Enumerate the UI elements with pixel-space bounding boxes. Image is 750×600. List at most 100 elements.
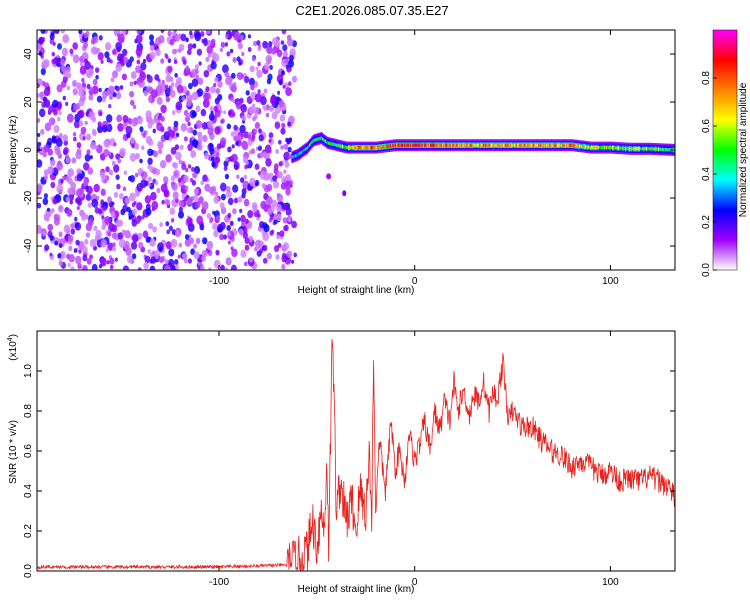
spectrogram-band-cell [371,146,373,150]
spectrogram-noise-cell [173,59,178,65]
spectrogram-noise-cell [115,174,120,180]
spectrogram-noise-cell [95,67,100,73]
spectrogram-noise-cell [107,231,112,237]
spectrogram-band-cell [498,143,500,147]
spectrogram-noise-cell [281,30,287,35]
spectrogram-noise-cell [141,145,145,150]
spectrogram-noise-cell [202,134,208,143]
spectrogram-noise-cell [243,174,248,180]
spectrogram-noise-cell [240,177,245,183]
spectrogram-band-cell [512,143,514,147]
spectrogram-noise-cell [78,249,82,254]
spectrogram-noise-cell [100,59,104,64]
spectrogram-noise-cell [186,94,193,103]
spectrogram-band-cell [406,143,408,147]
spectrogram-noise-cell [240,104,247,113]
spectrogram-noise-cell [113,191,119,198]
spectrogram-noise-cell [85,232,91,238]
spectrogram-noise-cell [252,206,258,213]
spectrogram-noise-cell [81,51,89,61]
spectrogram-noise-cell [249,258,253,263]
spectrogram-band-cell [411,143,413,147]
spectrogram-band-cell [299,151,301,155]
x-tick-label: 100 [602,577,619,588]
spectrogram-noise-cell [264,62,270,71]
spectrogram-noise [37,30,298,270]
spectrogram-noise-cell [81,82,86,88]
spectrogram-noise-cell [126,206,131,213]
spectrogram-band-cell [586,145,588,149]
spectrogram-band-cell [473,143,475,147]
spectrogram-noise-cell [192,129,198,136]
spectrogram-noise-cell [126,255,133,264]
spectrogram-noise-cell [240,214,246,223]
spectrogram-band-cell [647,147,649,151]
spectrogram-noise-cell [168,136,173,142]
spectrogram-noise-cell [112,49,117,55]
spectrogram-noise-cell [268,132,274,139]
spectrogram-noise-cell [231,248,238,258]
spectrogram-noise-cell [119,147,126,157]
spectrogram-band-cell [531,143,533,147]
spectrogram-noise-cell [100,257,107,267]
spectrogram-noise-cell [172,110,176,116]
spectrogram-noise-cell [193,243,198,249]
spectrogram-band-cell [573,143,575,147]
spectrogram-noise-cell [213,195,220,204]
spectrogram-band-cell [358,146,360,150]
spectrogram-noise-cell [257,46,261,52]
spectrogram-noise-cell [187,43,193,51]
spectrogram-noise-cell [108,104,112,109]
spectrogram-noise-cell [201,255,207,262]
spectrogram-band-cell [554,143,556,147]
snr-series-line [37,338,675,571]
spectrogram-noise-cell [195,105,201,113]
spectrogram-noise-cell [241,115,245,121]
spectrogram-noise-cell [37,159,43,168]
spectrogram-noise-cell [258,145,262,151]
spectrogram-noise-cell [51,51,56,57]
spectrogram-band-cell [320,136,323,140]
spectrogram-noise-cell [262,151,267,156]
spectrogram-noise-cell [287,121,291,127]
spectrogram-noise-cell [114,257,118,262]
spectrogram-noise-cell [90,65,94,70]
spectrogram-noise-cell [85,193,92,201]
spectrogram-noise-cell [180,123,187,132]
spectrogram-noise-cell [263,88,268,94]
spectrogram-band-cell [390,144,392,148]
spectrogram-noise-cell [203,250,208,256]
spectrogram-band-cell [364,146,366,150]
spectrogram-noise-cell [52,198,57,204]
spectrogram-band-cell [659,147,661,151]
spectrogram-noise-cell [91,263,98,270]
spectrogram-noise-cell [178,200,185,208]
spectrogram-noise-cell [145,110,152,119]
spectrogram-noise-cell [280,127,286,135]
spectrogram-noise-cell [198,61,202,66]
spectrogram-noise-cell [135,65,141,74]
snr-scale-base: (x10 [8,341,19,361]
spectrogram-band-cell [475,143,478,147]
spectrogram-noise-cell [71,157,77,164]
spectrogram-noise-cell [250,148,256,155]
spectrogram-noise-cell [187,164,192,169]
colorbar-tick-label: 0.0 [701,263,712,277]
spectrogram-noise-cell [223,110,227,115]
spectrogram-band-cell [412,143,414,147]
spectrogram-band-cell [542,143,545,147]
spectrogram-noise-cell [230,84,237,92]
spectrogram-noise-cell [226,185,231,192]
spectrogram-noise-cell [113,142,117,147]
spectrogram-band-cell [559,143,561,147]
spectrogram-band-cell [485,143,487,147]
spectrogram-noise-cell [106,114,113,123]
spectrogram-noise-cell [281,70,285,76]
spectrogram-noise-cell [74,216,78,222]
spectrogram-noise-cell [185,185,189,191]
spectrogram-noise-cell [212,223,218,230]
spectrogram-noise-cell [271,199,278,208]
spectrogram-band-cell [318,137,320,141]
spectrogram-noise-cell [269,105,274,112]
spectrogram-noise-cell [81,213,87,221]
